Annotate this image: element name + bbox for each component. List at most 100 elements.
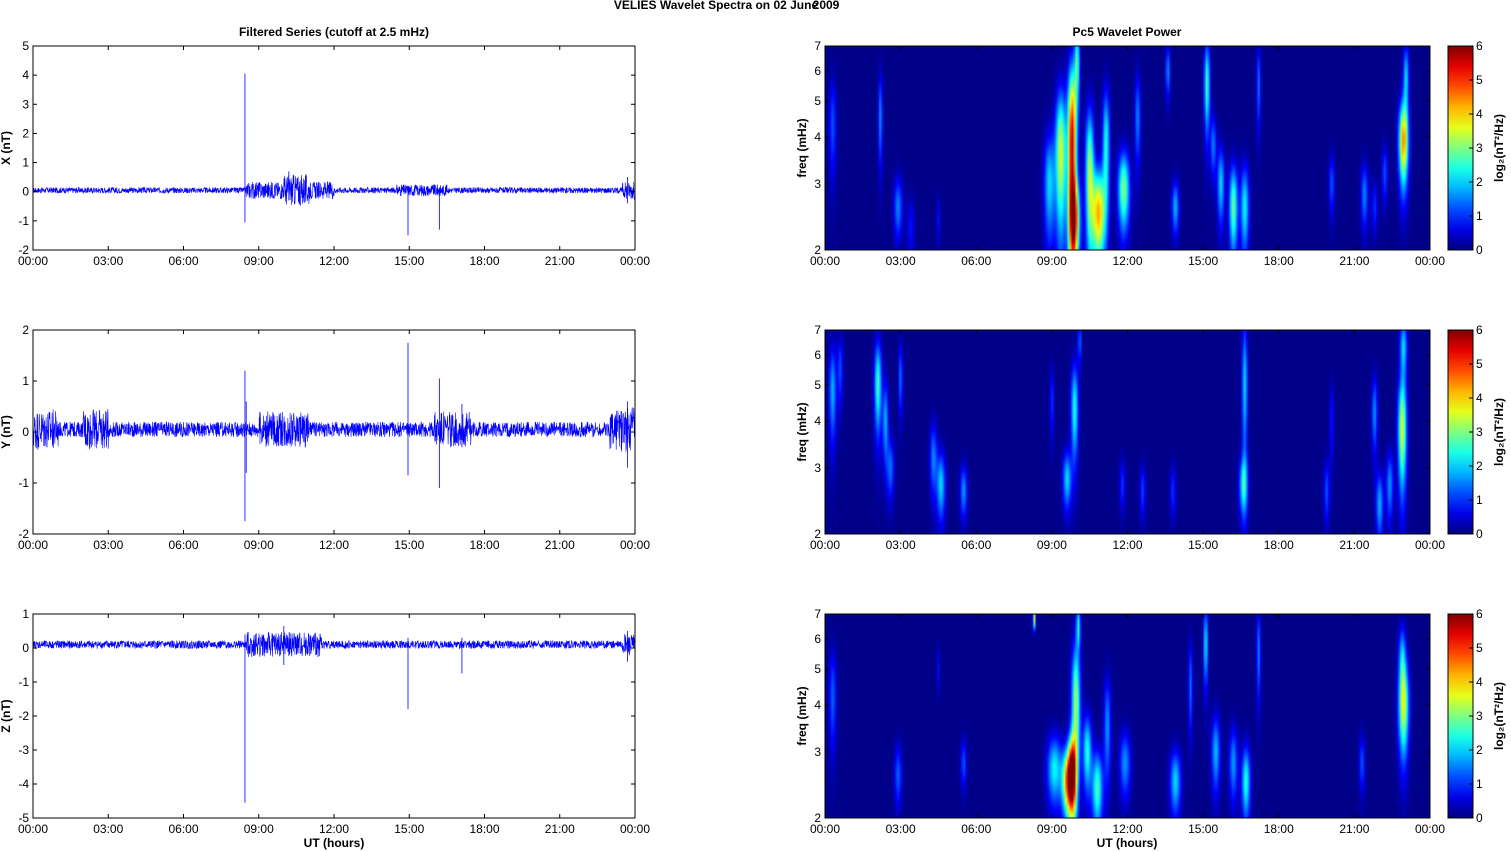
wavelet-x-xtick-label: 12:00	[1112, 254, 1142, 268]
wavelet-x-chart: 2 3 4 5 6 7 00:00 03:00 06:00 09:00 12:00 15:00 18:0…	[795, 39, 1506, 268]
series-z-line	[32, 631, 636, 658]
series-y-xtick-label: 03:00	[93, 538, 123, 552]
series-z-ytick-label: -1	[18, 675, 29, 689]
wavelet-x-xtick-label: 03:00	[886, 254, 916, 268]
series-y-ytick-label: 2	[22, 323, 29, 337]
series-y-ytick-label: 0	[22, 425, 29, 439]
wavelet-y-xtick-label: 15:00	[1188, 538, 1218, 552]
wavelet-y-colorbar-label: log₂(nT²/Hz)	[1492, 398, 1506, 466]
series-z-xtick-label: 15:00	[394, 822, 424, 836]
plots-group: -2 -1 0 1 2 3 4 5 00:00 03:00 06:00 09:00 12:00 15:00…	[0, 39, 1506, 836]
wavelet-x-ytick-label: 5	[814, 94, 821, 108]
series-z-ytick-label: -4	[18, 777, 29, 791]
series-y-ytick-label: -1	[18, 476, 29, 490]
right-xlabel: UT (hours)	[1097, 836, 1158, 850]
series-y-xtick-label: 21:00	[545, 538, 575, 552]
series-x-ytick-label: 0	[22, 185, 29, 199]
wavelet-z-ctick-label: 1	[1476, 777, 1483, 791]
series-x-xtick-label: 09:00	[244, 254, 274, 268]
wavelet-z-colorbar-label: log₂(nT²/Hz)	[1492, 682, 1506, 750]
series-y-xtick-label: 09:00	[244, 538, 274, 552]
wavelet-x-ctick-label: 1	[1476, 209, 1483, 223]
wavelet-x-colorbar-label: log₂(nT²/Hz)	[1492, 114, 1506, 182]
series-x-ytick-label: 1	[22, 156, 29, 170]
wavelet-z-colorbar	[1448, 614, 1473, 818]
series-z-ytick-label: -2	[18, 709, 29, 723]
series-z-xtick-label: 06:00	[168, 822, 198, 836]
series-x-chart: -2 -1 0 1 2 3 4 5 00:00 03:00 06:00 09:00 12:00 15:00…	[0, 39, 650, 268]
series-y-xtick-label: 06:00	[168, 538, 198, 552]
series-y-ytick-label: 1	[22, 374, 29, 388]
wavelet-x-ylabel: freq (mHz)	[795, 118, 809, 177]
wavelet-z-ytick-label: 6	[814, 632, 821, 646]
wavelet-x-xtick-label: 00:00	[1415, 254, 1445, 268]
wavelet-x-ytick-label: 6	[814, 64, 821, 78]
series-x-xtick-label: 15:00	[394, 254, 424, 268]
wavelet-z-xtick-label: 15:00	[1188, 822, 1218, 836]
wavelet-z-ctick-label: 0	[1476, 811, 1483, 825]
series-x-line	[32, 174, 636, 206]
series-x-xtick-label: 18:00	[469, 254, 499, 268]
wavelet-y-colorbar	[1448, 330, 1473, 534]
wavelet-x-ytick-label: 3	[814, 177, 821, 191]
wavelet-y-xtick-label: 06:00	[961, 538, 991, 552]
left-xlabel: UT (hours)	[304, 836, 365, 850]
wavelet-z-heatmap	[825, 614, 1430, 818]
wavelet-x-xtick-label: 00:00	[810, 254, 840, 268]
series-x-ytick-label: 2	[22, 126, 29, 140]
left-column-title: Filtered Series (cutoff at 2.5 mHz)	[239, 25, 429, 39]
wavelet-x-ctick-label: 2	[1476, 175, 1483, 189]
wavelet-y-ctick-label: 3	[1476, 425, 1483, 439]
wavelet-x-heatmap	[825, 46, 1430, 250]
series-x-plot-area	[33, 46, 635, 250]
wavelet-y-ytick-label: 4	[814, 414, 821, 428]
wavelet-z-ctick-label: 5	[1476, 641, 1483, 655]
series-z-xtick-label: 12:00	[319, 822, 349, 836]
series-z-xtick-label: 03:00	[93, 822, 123, 836]
wavelet-x-ytick-label: 2	[814, 243, 821, 257]
wavelet-y-ytick-label: 7	[814, 323, 821, 337]
wavelet-z-xtick-label: 06:00	[961, 822, 991, 836]
series-x-xtick-label: 21:00	[545, 254, 575, 268]
series-x-xtick-label: 00:00	[620, 254, 650, 268]
series-y-xtick-label: 12:00	[319, 538, 349, 552]
wavelet-y-xtick-label: 09:00	[1037, 538, 1067, 552]
wavelet-z-ctick-label: 2	[1476, 743, 1483, 757]
wavelet-x-ctick-label: 3	[1476, 141, 1483, 155]
wavelet-y-ytick-label: 5	[814, 378, 821, 392]
series-x-ytick-label: 3	[22, 97, 29, 111]
wavelet-z-xtick-label: 09:00	[1037, 822, 1067, 836]
series-z-ytick-label: 1	[22, 607, 29, 621]
wavelet-z-xtick-label: 12:00	[1112, 822, 1142, 836]
right-column-title: Pc5 Wavelet Power	[1073, 25, 1182, 39]
wavelet-y-ytick-label: 2	[814, 527, 821, 541]
series-y-xtick-label: 00:00	[620, 538, 650, 552]
series-z-ytick-label: -3	[18, 743, 29, 757]
series-z-xtick-label: 21:00	[545, 822, 575, 836]
wavelet-z-ytick-label: 3	[814, 745, 821, 759]
wavelet-z-ytick-label: 4	[814, 698, 821, 712]
wavelet-y-xtick-label: 12:00	[1112, 538, 1142, 552]
wavelet-z-xtick-label: 00:00	[810, 822, 840, 836]
wavelet-y-xtick-label: 21:00	[1339, 538, 1369, 552]
wavelet-z-ylabel: freq (mHz)	[795, 686, 809, 745]
series-x-xtick-label: 06:00	[168, 254, 198, 268]
wavelet-x-ctick-label: 0	[1476, 243, 1483, 257]
wavelet-z-chart: 2 3 4 5 6 7 00:00 03:00 06:00 09:00 12:00 15:00 18:0…	[795, 607, 1506, 836]
series-x-ytick-label: 5	[22, 39, 29, 53]
wavelet-y-ctick-label: 1	[1476, 493, 1483, 507]
series-y-line	[32, 407, 636, 452]
wavelet-x-ctick-label: 6	[1476, 39, 1483, 53]
wavelet-y-chart: 2 3 4 5 6 7 00:00 03:00 06:00 09:00 12:00 15:00 18:0…	[795, 323, 1506, 552]
wavelet-y-heatmap	[825, 330, 1430, 534]
wavelet-z-ctick-label: 3	[1476, 709, 1483, 723]
series-z-ytick-label: 0	[22, 641, 29, 655]
series-x-ytick-label: -2	[18, 243, 29, 257]
series-y-ytick-label: -2	[18, 527, 29, 541]
wavelet-y-ctick-label: 0	[1476, 527, 1483, 541]
series-x-xtick-label: 12:00	[319, 254, 349, 268]
wavelet-z-xtick-label: 00:00	[1415, 822, 1445, 836]
wavelet-x-colorbar	[1448, 46, 1473, 250]
wavelet-z-ytick-label: 2	[814, 811, 821, 825]
wavelet-x-xtick-label: 06:00	[961, 254, 991, 268]
